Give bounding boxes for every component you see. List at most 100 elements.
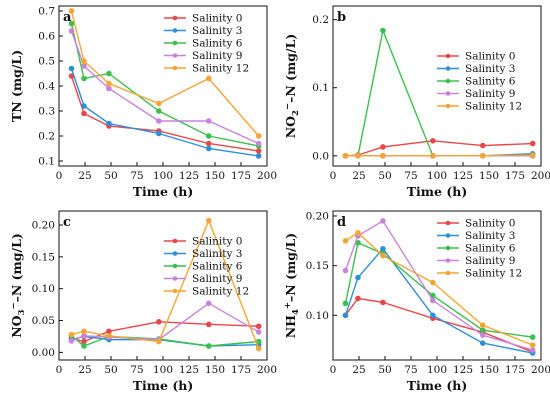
legend-label: Salinity 12 (192, 286, 249, 298)
series-line (344, 297, 533, 353)
data-point (342, 238, 349, 244)
data-point (81, 103, 87, 109)
x-tick-label: 150 (205, 170, 225, 182)
x-tick-label: 50 (104, 364, 117, 376)
data-point (68, 8, 75, 14)
data-point (380, 245, 386, 252)
data-point (380, 299, 386, 306)
x-tick-label: 125 (453, 364, 473, 376)
legend-marker (172, 40, 178, 46)
data-point (68, 331, 75, 338)
legend-label: Salinity 6 (465, 243, 516, 255)
x-tick-label: 0 (330, 170, 337, 182)
x-tick-label: 75 (130, 364, 143, 376)
legend-label: Salinity 12 (192, 63, 249, 75)
legend-marker (445, 66, 451, 71)
data-point (156, 118, 162, 124)
data-point (205, 217, 212, 224)
x-tick-label: 0 (56, 170, 63, 182)
data-point (68, 28, 75, 34)
legend-label: Salinity 12 (465, 101, 522, 113)
data-point (342, 152, 349, 159)
data-point (156, 318, 162, 325)
data-point (205, 118, 212, 124)
data-point (430, 279, 436, 286)
data-point (106, 333, 112, 339)
legend-marker (172, 276, 178, 281)
y-tick-label: 0.1 (38, 156, 55, 168)
data-point (156, 108, 162, 114)
y-tick-label: 0.3 (38, 106, 55, 118)
x-tick-label: 175 (231, 364, 251, 376)
legend-marker (445, 103, 451, 109)
legend-marker (172, 28, 178, 33)
data-point (355, 295, 361, 302)
data-point (479, 332, 486, 338)
legend-label: Salinity 0 (192, 236, 242, 248)
series-line (70, 68, 259, 157)
data-point (430, 297, 436, 304)
legend-label: Salinity 3 (465, 63, 515, 75)
data-point (205, 321, 212, 328)
x-tick-label: 150 (205, 364, 225, 376)
panel-letter: a (63, 10, 72, 25)
data-point (205, 140, 212, 147)
data-point (529, 334, 536, 340)
legend-label: Salinity 3 (465, 230, 515, 242)
panel-d: 0 25 50 75 100 125 150 175 200 0.10 0.15 0.20 Time (… (283, 210, 550, 393)
data-point (479, 327, 486, 334)
x-axis-label: Time (h) (407, 184, 468, 199)
data-point (380, 252, 386, 259)
data-point (529, 140, 536, 147)
legend-label: Salinity 3 (192, 25, 242, 37)
data-point (479, 152, 486, 159)
panel-a: 0 25 50 75 100 125 150 175 200 0.1 0.2 0.3 0.4 0.5 0.6… (9, 5, 277, 199)
x-axis-label: Time (h) (407, 378, 468, 393)
x-tick-label: 75 (404, 364, 417, 376)
x-tick-label: 200 (531, 170, 550, 182)
data-point (68, 338, 75, 344)
x-tick-label: 25 (78, 170, 91, 182)
legend-marker (445, 220, 451, 226)
x-tick-label: 100 (427, 170, 447, 182)
series-line (344, 219, 533, 351)
data-point (380, 218, 386, 224)
data-point (479, 322, 486, 329)
y-axis-label: NO2−–N (mg/L) (283, 34, 301, 139)
x-tick-label: 50 (378, 170, 391, 182)
data-point (355, 274, 361, 281)
legend-label: Salinity 9 (465, 255, 515, 267)
x-axis-label: Time (h) (133, 378, 194, 393)
data-point (81, 338, 87, 345)
legend-label: Salinity 0 (465, 51, 515, 63)
x-tick-label: 75 (404, 170, 417, 182)
data-point (342, 300, 349, 307)
y-tick-label: 0.7 (38, 6, 55, 18)
data-point (342, 267, 349, 274)
y-tick-label: 0.6 (38, 31, 55, 43)
data-point (430, 138, 436, 144)
x-tick-label: 25 (352, 364, 365, 376)
y-tick-label: 0.10 (306, 310, 329, 322)
data-point (106, 120, 112, 127)
panel-c: 0 25 50 75 100 125 150 175 200 0.00 0.05 0.10 0.15 0.… (9, 210, 277, 393)
data-point (430, 312, 436, 319)
x-tick-label: 175 (505, 170, 525, 182)
data-point (81, 328, 87, 335)
y-tick-label: 0.2 (38, 131, 55, 143)
data-point (255, 345, 262, 352)
legend-marker (445, 258, 451, 263)
panel-letter: b (337, 10, 346, 25)
x-tick-label: 0 (330, 364, 337, 376)
x-tick-label: 175 (505, 364, 525, 376)
data-point (430, 152, 436, 159)
data-point (479, 142, 486, 149)
y-tick-label: 0.15 (306, 260, 329, 272)
legend-marker (445, 245, 451, 251)
data-point (156, 100, 162, 107)
data-point (529, 347, 536, 353)
legend-marker (445, 53, 451, 59)
data-point (529, 342, 536, 348)
x-tick-label: 100 (153, 170, 173, 182)
